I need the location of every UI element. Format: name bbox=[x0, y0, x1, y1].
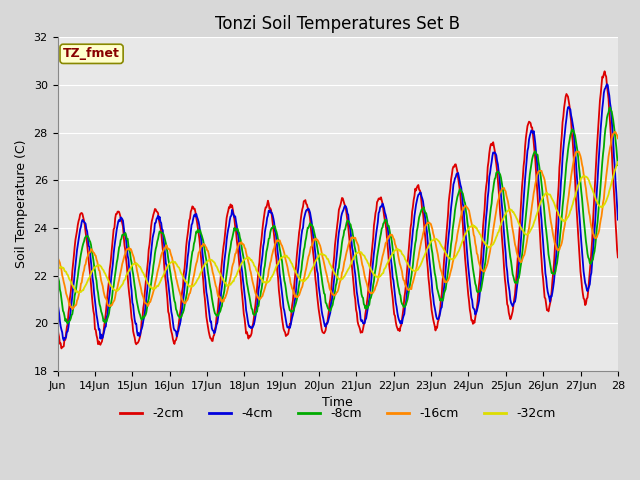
-8cm bbox=[209, 300, 216, 305]
-16cm bbox=[209, 269, 216, 275]
-16cm bbox=[423, 221, 431, 227]
-2cm bbox=[601, 69, 609, 74]
-32cm bbox=[54, 266, 61, 272]
-32cm bbox=[209, 258, 216, 264]
-8cm bbox=[614, 162, 621, 168]
-32cm bbox=[423, 247, 431, 252]
-4cm bbox=[407, 252, 415, 258]
Line: -32cm: -32cm bbox=[58, 162, 618, 293]
-2cm bbox=[179, 284, 187, 289]
-8cm bbox=[64, 321, 72, 326]
-8cm bbox=[423, 214, 431, 220]
-2cm bbox=[614, 254, 621, 260]
-2cm bbox=[58, 346, 65, 351]
-8cm bbox=[606, 105, 614, 110]
-8cm bbox=[122, 233, 130, 239]
-16cm bbox=[407, 285, 415, 291]
-32cm bbox=[122, 273, 130, 278]
-2cm bbox=[423, 256, 431, 262]
-16cm bbox=[614, 135, 621, 141]
-16cm bbox=[122, 248, 130, 254]
-32cm bbox=[614, 159, 621, 165]
-2cm bbox=[122, 256, 130, 262]
-4cm bbox=[122, 237, 130, 243]
-4cm bbox=[65, 324, 72, 330]
-16cm bbox=[611, 129, 619, 135]
-4cm bbox=[209, 327, 216, 333]
-2cm bbox=[54, 323, 61, 328]
-4cm bbox=[603, 81, 611, 87]
X-axis label: Time: Time bbox=[323, 396, 353, 409]
-4cm bbox=[179, 298, 187, 304]
-8cm bbox=[65, 319, 72, 325]
-8cm bbox=[407, 278, 415, 284]
Line: -4cm: -4cm bbox=[58, 84, 618, 340]
-32cm bbox=[179, 275, 187, 280]
-4cm bbox=[614, 217, 621, 223]
-4cm bbox=[60, 337, 68, 343]
Text: TZ_fmet: TZ_fmet bbox=[63, 48, 120, 60]
-8cm bbox=[54, 270, 61, 276]
Line: -8cm: -8cm bbox=[58, 108, 618, 324]
-4cm bbox=[54, 299, 61, 304]
Line: -2cm: -2cm bbox=[58, 72, 618, 348]
Legend: -2cm, -4cm, -8cm, -16cm, -32cm: -2cm, -4cm, -8cm, -16cm, -32cm bbox=[115, 402, 561, 425]
-16cm bbox=[54, 253, 61, 259]
-16cm bbox=[64, 295, 72, 301]
Line: -16cm: -16cm bbox=[58, 132, 618, 309]
-16cm bbox=[68, 306, 76, 312]
-16cm bbox=[179, 299, 187, 304]
Title: Tonzi Soil Temperatures Set B: Tonzi Soil Temperatures Set B bbox=[215, 15, 460, 33]
Y-axis label: Soil Temperature (C): Soil Temperature (C) bbox=[15, 140, 28, 268]
-4cm bbox=[423, 229, 431, 235]
-8cm bbox=[179, 310, 187, 315]
-2cm bbox=[209, 338, 216, 344]
-2cm bbox=[407, 225, 415, 230]
-2cm bbox=[65, 310, 72, 316]
-32cm bbox=[64, 272, 72, 277]
-32cm bbox=[75, 290, 83, 296]
-32cm bbox=[407, 265, 415, 271]
